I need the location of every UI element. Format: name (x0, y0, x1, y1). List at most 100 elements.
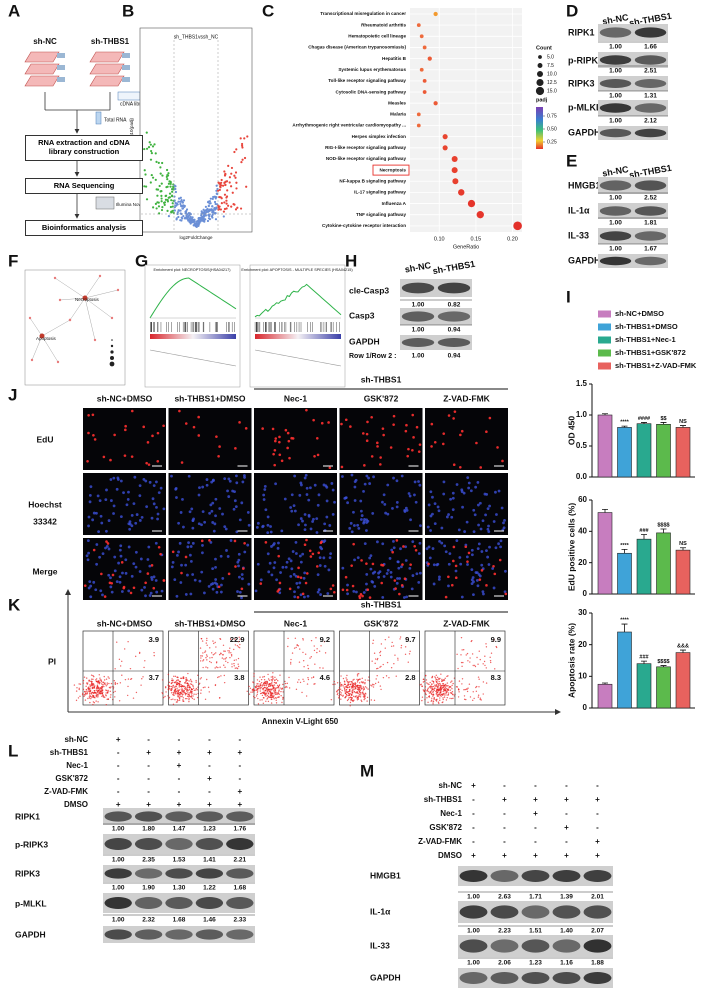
volcano-point (159, 166, 161, 168)
event (362, 691, 363, 692)
volcano-point (151, 152, 153, 154)
event (371, 685, 372, 686)
event (127, 641, 128, 642)
blot-value: 1.22 (203, 885, 216, 892)
event (307, 683, 308, 684)
nucleus (485, 549, 488, 552)
edu-signal (413, 545, 416, 548)
volcano-point (198, 217, 200, 219)
bar (618, 632, 632, 708)
event (187, 680, 188, 681)
band (226, 838, 253, 850)
band (600, 231, 632, 241)
event (270, 690, 271, 691)
event (173, 704, 174, 705)
event (106, 679, 107, 680)
event (100, 691, 101, 692)
event (105, 689, 106, 690)
event (265, 701, 266, 702)
group-label: sh-NC (33, 37, 57, 46)
event (465, 699, 466, 700)
event (172, 682, 173, 683)
nucleus (307, 595, 310, 598)
event (445, 694, 446, 695)
volcano-point (201, 210, 203, 212)
term-label: Systemic lupus erythematosus (338, 67, 406, 72)
event (285, 686, 286, 687)
nucleus (471, 578, 474, 581)
network-node (99, 275, 101, 277)
term-label: Herpes simplex infection (352, 134, 407, 139)
network-node (59, 299, 61, 301)
edu-signal (411, 449, 414, 452)
workflow-step: RNA extraction and cDNA library construc… (25, 135, 143, 161)
nucleus (309, 486, 312, 489)
volcano-point (230, 185, 232, 187)
nucleus (411, 587, 414, 590)
nucleus (191, 573, 194, 576)
event (93, 701, 94, 702)
event (271, 684, 272, 685)
blot-label: GAPDH (568, 255, 601, 265)
volcano-point (184, 217, 186, 219)
nucleus (111, 591, 114, 594)
blot-label: p-MLKL (15, 898, 47, 908)
nucleus (327, 569, 330, 572)
event (360, 696, 361, 697)
event (90, 686, 91, 687)
edu-signal (366, 421, 369, 424)
nucleus (428, 504, 431, 507)
enrichment-dot (452, 167, 458, 173)
nucleus (213, 530, 216, 533)
event (401, 645, 402, 646)
event (250, 691, 251, 692)
event (117, 683, 118, 684)
nucleus (341, 475, 344, 478)
edu-signal (461, 430, 464, 433)
nucleus (290, 559, 293, 562)
edu-signal (346, 589, 349, 592)
edu-signal (366, 439, 369, 442)
event (443, 693, 444, 694)
event (279, 684, 280, 685)
nucleus (393, 546, 396, 549)
event (473, 691, 474, 692)
volcano-point (206, 209, 208, 211)
blot-value: 1.00 (467, 960, 480, 967)
nucleus (351, 474, 354, 477)
event (340, 675, 341, 676)
event (343, 678, 344, 679)
edu-signal (273, 464, 276, 467)
event (95, 700, 96, 701)
volcano-point (233, 204, 235, 206)
row-label: Hoechst (28, 499, 62, 509)
edu-signal (379, 463, 382, 466)
nucleus (326, 592, 329, 595)
legend-label: 0.75 (547, 113, 557, 119)
nucleus (270, 531, 273, 534)
condition-sign: - (565, 809, 568, 818)
event (346, 689, 347, 690)
event (356, 695, 357, 696)
event (450, 690, 451, 691)
volcano-point (240, 207, 242, 209)
event (280, 695, 281, 696)
nucleus (133, 502, 136, 505)
volcano-point (203, 215, 205, 217)
plot-title: sh_THBS1vssh_NC (174, 34, 219, 40)
event (127, 686, 128, 687)
edu-signal (238, 421, 241, 424)
nucleus (116, 580, 119, 583)
band (635, 55, 667, 65)
band (600, 27, 632, 37)
edu-signal (217, 455, 220, 458)
flask (25, 64, 59, 74)
event (260, 690, 261, 691)
edu-signal (147, 572, 150, 575)
condition-label: sh-THBS1 (50, 748, 89, 757)
nucleus (235, 481, 238, 484)
edu-signal (297, 576, 300, 579)
event (107, 676, 108, 677)
event (191, 688, 192, 689)
event (477, 664, 478, 665)
